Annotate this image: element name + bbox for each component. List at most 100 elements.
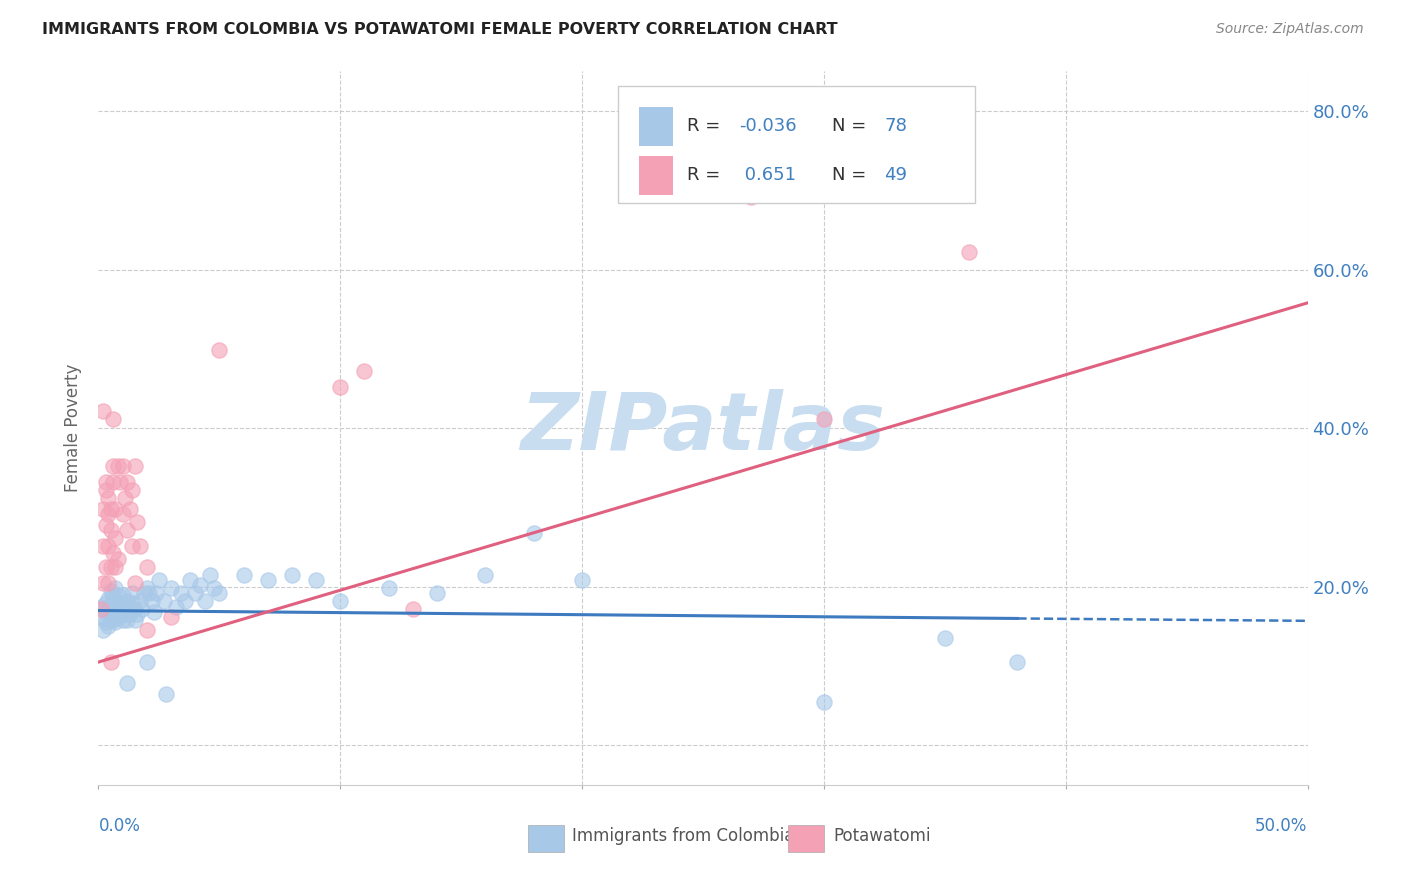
Point xyxy=(121,539,143,553)
Point xyxy=(124,459,146,474)
Text: 0.651: 0.651 xyxy=(740,166,796,184)
Point xyxy=(329,594,352,608)
Point xyxy=(97,539,120,553)
Point xyxy=(208,586,231,600)
Point xyxy=(127,515,149,529)
Point xyxy=(128,594,150,608)
Point xyxy=(101,459,124,474)
Point xyxy=(104,560,127,574)
Point xyxy=(208,343,231,358)
Point xyxy=(124,602,146,616)
Text: Immigrants from Colombia: Immigrants from Colombia xyxy=(572,828,794,846)
Point xyxy=(101,603,124,617)
Point xyxy=(135,655,157,669)
Point xyxy=(179,574,201,588)
Point xyxy=(148,574,170,588)
Point xyxy=(97,602,120,616)
Point xyxy=(97,619,120,633)
Point xyxy=(426,586,449,600)
Point xyxy=(377,582,399,596)
Point xyxy=(100,607,122,622)
Point xyxy=(117,676,139,690)
Point xyxy=(101,546,124,560)
Point xyxy=(108,475,131,489)
Point xyxy=(100,583,122,598)
Text: IMMIGRANTS FROM COLOMBIA VS POTAWATOMI FEMALE POVERTY CORRELATION CHART: IMMIGRANTS FROM COLOMBIA VS POTAWATOMI F… xyxy=(42,22,838,37)
Point xyxy=(100,560,122,574)
Point xyxy=(152,594,174,608)
Point xyxy=(108,607,131,622)
Point xyxy=(160,582,183,596)
Point xyxy=(108,596,131,610)
Point xyxy=(100,655,122,669)
Point xyxy=(204,582,226,596)
Point xyxy=(134,586,156,600)
Point xyxy=(104,615,127,630)
Point xyxy=(97,575,120,590)
Point xyxy=(104,502,127,516)
Point xyxy=(118,599,141,614)
Point xyxy=(141,594,163,608)
Point xyxy=(107,603,129,617)
Point xyxy=(281,567,304,582)
FancyBboxPatch shape xyxy=(619,86,976,203)
Y-axis label: Female Poverty: Female Poverty xyxy=(65,364,83,492)
Point xyxy=(118,607,141,622)
Point xyxy=(128,539,150,553)
Point xyxy=(107,597,129,611)
Point xyxy=(101,475,124,489)
Point xyxy=(94,475,117,489)
Text: R =: R = xyxy=(688,118,727,136)
Text: 50.0%: 50.0% xyxy=(1256,817,1308,835)
Point xyxy=(305,574,328,588)
Point xyxy=(94,615,117,630)
Point xyxy=(107,552,129,566)
Text: 78: 78 xyxy=(884,118,907,136)
Point xyxy=(138,586,160,600)
Point xyxy=(97,491,120,505)
Text: 49: 49 xyxy=(884,166,907,184)
Point xyxy=(94,605,117,619)
Point xyxy=(143,605,166,619)
Point xyxy=(118,502,141,516)
Text: Potawatomi: Potawatomi xyxy=(834,828,931,846)
Point xyxy=(108,602,131,616)
Point xyxy=(121,483,143,497)
Point xyxy=(101,411,124,425)
Point xyxy=(127,607,149,622)
Bar xyxy=(787,825,824,852)
Text: -0.036: -0.036 xyxy=(740,118,797,136)
Point xyxy=(101,613,124,627)
Point xyxy=(101,589,124,603)
Point xyxy=(111,596,134,610)
Point xyxy=(107,588,129,602)
Point xyxy=(124,613,146,627)
Point xyxy=(91,539,114,553)
Point xyxy=(114,607,136,622)
Text: 0.0%: 0.0% xyxy=(98,817,141,835)
Point xyxy=(97,591,120,606)
Text: Source: ZipAtlas.com: Source: ZipAtlas.com xyxy=(1216,22,1364,37)
Point xyxy=(117,594,139,608)
Point xyxy=(957,245,980,260)
Point xyxy=(121,596,143,610)
Point xyxy=(135,624,157,638)
Point xyxy=(100,502,122,516)
Point xyxy=(813,695,835,709)
Point xyxy=(91,611,114,625)
Point xyxy=(184,586,207,600)
Point xyxy=(104,531,127,545)
Point xyxy=(90,599,112,614)
Point xyxy=(135,582,157,596)
Point xyxy=(97,507,120,521)
Point xyxy=(813,411,835,425)
Point xyxy=(91,403,114,417)
Point xyxy=(135,560,157,574)
Point xyxy=(169,586,191,600)
Bar xyxy=(638,155,673,194)
Point xyxy=(117,523,139,537)
Text: R =: R = xyxy=(688,166,727,184)
Point xyxy=(91,575,114,590)
Point xyxy=(353,364,375,378)
Point xyxy=(131,602,153,616)
